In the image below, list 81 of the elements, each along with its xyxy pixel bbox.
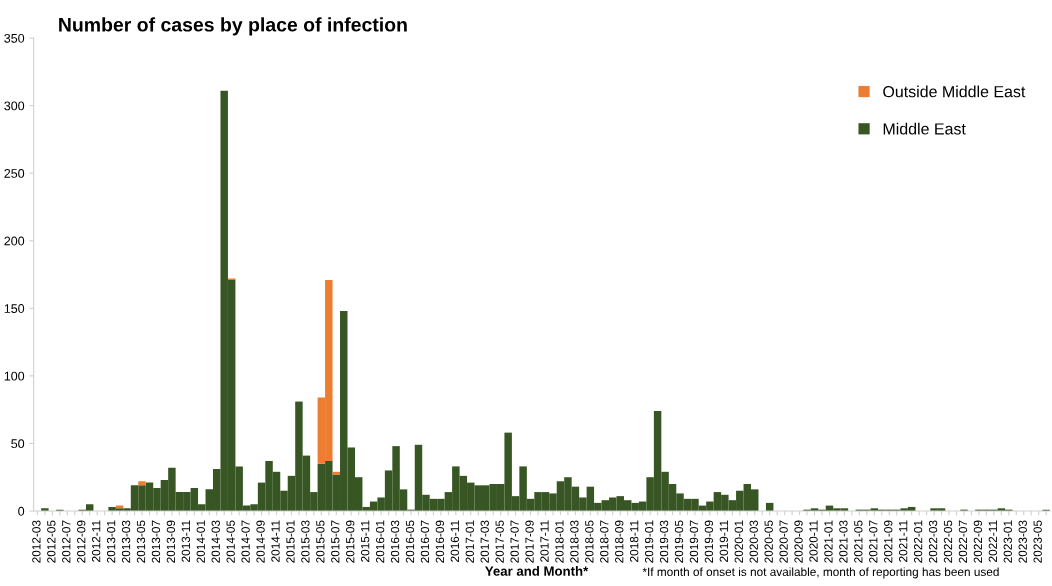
x-tick-label: 2013-01	[106, 520, 116, 563]
x-tick-label: 2012-09	[77, 520, 86, 563]
x-tick-label: 2016-01	[375, 520, 385, 563]
x-tick-label: 2018-01	[555, 520, 564, 563]
text: *If month of onset is not available, month of reporting has been used	[642, 567, 999, 579]
x-tick-label: 2021-07	[869, 520, 878, 563]
x-tick-label: 2018-03	[570, 520, 579, 563]
x-axis-title: Year and Month*	[485, 566, 589, 576]
x-tick-label: 2020-09	[794, 520, 803, 563]
x-tick-label: 2012-11	[91, 520, 101, 562]
x-tick-label: 2015-01	[286, 520, 295, 563]
x-tick-label: 2012-05	[47, 520, 56, 563]
x-tick-label: 2019-07	[689, 520, 699, 563]
x-tick-label: 2016-07	[420, 520, 430, 563]
y-tick-label: 300	[4, 101, 25, 111]
x-tick-label: 2012-03	[32, 520, 41, 563]
x-tick-label: 2014-11	[271, 520, 280, 562]
x-tick-label: 2022-11	[988, 520, 998, 562]
x-tick-label: 2019-09	[704, 520, 714, 563]
x-tick-label: 2015-05	[316, 520, 325, 563]
x-tick-label: 2015-11	[360, 520, 370, 562]
y-tick-label: 150	[4, 304, 25, 313]
x-tick-label: 2014-03	[211, 520, 220, 563]
x-tick-label: 2015-03	[301, 520, 310, 563]
x-tick-label: 2021-09	[884, 520, 893, 563]
x-tick-label: 2021-05	[854, 520, 863, 563]
x-tick-label: 2014-01	[196, 520, 205, 563]
x-tick-label: 2017-05	[495, 520, 504, 563]
y-tick-label: 250	[4, 169, 25, 178]
x-tick-label: 2019-05	[674, 520, 684, 563]
x-tick-label: 2017-07	[510, 520, 519, 563]
x-tick-label: 2021-03	[839, 520, 848, 563]
x-tick-label: 2021-01	[824, 520, 833, 563]
y-tick-label: 100	[4, 371, 25, 381]
y-tick-label: 50	[11, 439, 25, 449]
x-tick-label: 2023-03	[1018, 520, 1027, 563]
x-tick-label: 2022-01	[913, 520, 923, 563]
x-tick-label: 2014-09	[256, 520, 265, 563]
x-tick-label: 2017-11	[540, 520, 549, 562]
x-tick-label: 2020-01	[734, 520, 743, 563]
chart-title: Number of cases by place of infection	[59, 17, 407, 36]
legend-label: Middle East	[883, 122, 966, 135]
x-tick-label: 2020-03	[749, 520, 758, 563]
x-tick-label: 2015-09	[346, 520, 355, 563]
x-tick-label: 2018-07	[600, 520, 609, 563]
x-tick-label: 2014-07	[241, 520, 250, 563]
x-tick-label: 2022-07	[958, 520, 968, 563]
x-tick-label: 2018-05	[585, 520, 594, 563]
x-tick-label: 2017-03	[480, 520, 489, 563]
x-tick-label: 2014-05	[226, 520, 235, 563]
x-tick-label: 2019-01	[644, 520, 654, 563]
x-tick-label: 2013-03	[121, 520, 131, 563]
x-tick-label: 2023-05	[1033, 520, 1042, 563]
x-tick-label: 2018-11	[629, 520, 639, 562]
x-tick-label: 2016-11	[450, 520, 460, 562]
x-tick-label: 2017-01	[465, 520, 474, 563]
y-tick-label: 350	[4, 33, 25, 43]
y-tick-label: 0	[18, 506, 25, 516]
x-tick-label: 2013-11	[181, 520, 191, 562]
x-tick-label: 2013-07	[151, 520, 161, 563]
x-tick-label: 2016-05	[405, 520, 415, 563]
x-tick-label: 2018-09	[615, 520, 624, 563]
legend-label: Outside Middle East	[883, 85, 1026, 98]
x-tick-label: 2012-07	[62, 520, 71, 563]
x-tick-label: 2021-11	[899, 520, 908, 562]
x-tick-label: 2013-05	[136, 520, 146, 563]
x-tick-label: 2020-07	[779, 520, 788, 563]
x-tick-label: 2022-09	[973, 520, 983, 563]
x-tick-label: 2020-11	[809, 520, 818, 562]
x-tick-label: 2015-07	[331, 520, 340, 563]
x-tick-label: 2019-11	[719, 520, 729, 562]
x-tick-label: 2017-09	[525, 520, 534, 563]
x-tick-label: 2022-05	[943, 520, 953, 563]
y-tick-label: 200	[4, 236, 25, 246]
x-tick-label: 2016-03	[390, 520, 400, 563]
x-tick-label: 2019-03	[659, 520, 669, 563]
x-tick-label: 2016-09	[435, 520, 445, 563]
x-tick-label: 2013-09	[166, 520, 176, 563]
x-tick-label: 2022-03	[928, 520, 938, 563]
x-tick-label: 2020-05	[764, 520, 773, 563]
x-tick-label: 2023-01	[1003, 520, 1012, 563]
